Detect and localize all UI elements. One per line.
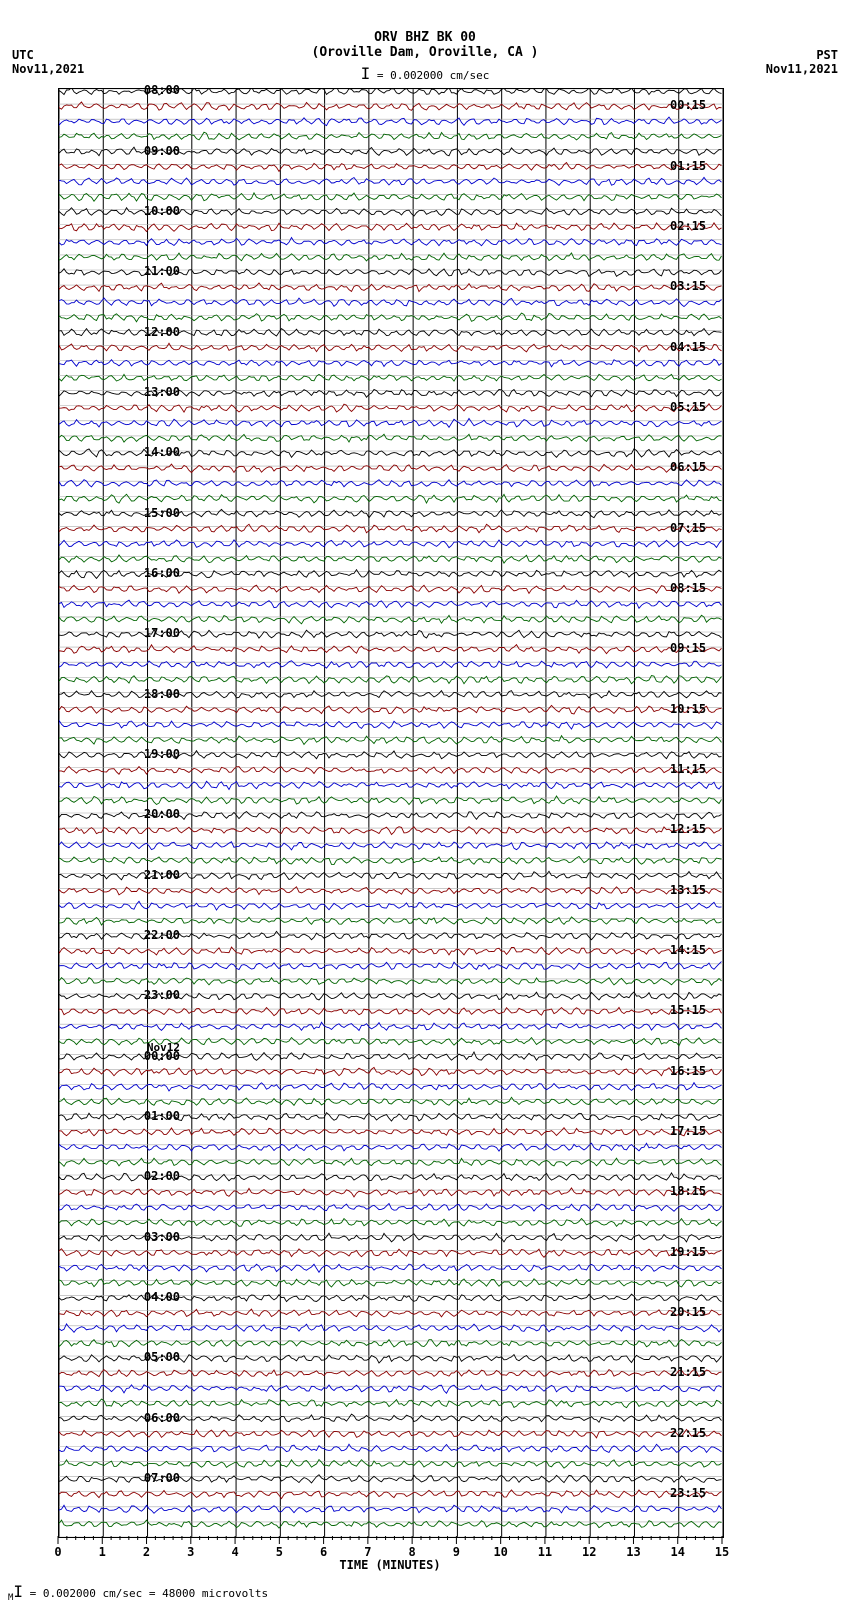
date-left-label: Nov11,2021 bbox=[12, 62, 84, 76]
pst-hour-label: 09:15 bbox=[670, 641, 730, 655]
utc-hour-label: 09:00 bbox=[120, 144, 180, 158]
utc-hour-label: 20:00 bbox=[120, 807, 180, 821]
footer-symbol: I bbox=[13, 1582, 23, 1601]
pst-hour-label: 01:15 bbox=[670, 159, 730, 173]
pst-hour-label: 12:15 bbox=[670, 822, 730, 836]
pst-hour-label: 15:15 bbox=[670, 1003, 730, 1017]
svg-text:10: 10 bbox=[493, 1545, 507, 1559]
utc-hour-label: 19:00 bbox=[120, 747, 180, 761]
utc-hour-label: 01:00 bbox=[120, 1109, 180, 1123]
utc-hour-label: 05:00 bbox=[120, 1350, 180, 1364]
pst-hour-label: 23:15 bbox=[670, 1486, 730, 1500]
utc-hour-label: 14:00 bbox=[120, 445, 180, 459]
svg-text:9: 9 bbox=[453, 1545, 460, 1559]
utc-hour-label: 08:00 bbox=[120, 83, 180, 97]
svg-text:12: 12 bbox=[582, 1545, 596, 1559]
pst-hour-label: 21:15 bbox=[670, 1365, 730, 1379]
utc-hour-label: 10:00 bbox=[120, 204, 180, 218]
utc-hour-label: 13:00 bbox=[120, 385, 180, 399]
utc-hour-label: 16:00 bbox=[120, 566, 180, 580]
station-title: ORV BHZ BK 00 bbox=[0, 0, 850, 45]
utc-hour-label: 17:00 bbox=[120, 626, 180, 640]
svg-text:1: 1 bbox=[99, 1545, 106, 1559]
utc-hour-label: 23:00 bbox=[120, 988, 180, 1002]
svg-text:11: 11 bbox=[538, 1545, 552, 1559]
svg-text:13: 13 bbox=[626, 1545, 640, 1559]
svg-text:5: 5 bbox=[276, 1545, 283, 1559]
svg-text:0: 0 bbox=[54, 1545, 61, 1559]
pst-hour-label: 05:15 bbox=[670, 400, 730, 414]
pst-hour-label: 11:15 bbox=[670, 762, 730, 776]
utc-hour-label: 06:00 bbox=[120, 1411, 180, 1425]
tz-right-label: PST bbox=[816, 48, 838, 62]
svg-text:8: 8 bbox=[409, 1545, 416, 1559]
utc-hour-label: 22:00 bbox=[120, 928, 180, 942]
utc-hour-label: 07:00 bbox=[120, 1471, 180, 1485]
utc-hour-label: 11:00 bbox=[120, 264, 180, 278]
svg-text:15: 15 bbox=[715, 1545, 729, 1559]
utc-hour-label: 15:00 bbox=[120, 506, 180, 520]
footer-scale: MI = 0.002000 cm/sec = 48000 microvolts bbox=[8, 1582, 268, 1603]
svg-text:14: 14 bbox=[671, 1545, 685, 1559]
pst-hour-label: 03:15 bbox=[670, 279, 730, 293]
utc-hour-label: 04:00 bbox=[120, 1290, 180, 1304]
seismogram-container: ORV BHZ BK 00 (Oroville Dam, Oroville, C… bbox=[0, 0, 850, 1613]
station-subtitle: (Oroville Dam, Oroville, CA ) bbox=[0, 45, 850, 60]
utc-hour-label: 12:00 bbox=[120, 325, 180, 339]
pst-hour-label: 22:15 bbox=[670, 1426, 730, 1440]
utc-hour-label: 21:00 bbox=[120, 868, 180, 882]
pst-hour-label: 20:15 bbox=[670, 1305, 730, 1319]
pst-hour-label: 13:15 bbox=[670, 883, 730, 897]
scale-text: = 0.002000 cm/sec bbox=[370, 69, 489, 82]
pst-hour-label: 08:15 bbox=[670, 581, 730, 595]
svg-text:7: 7 bbox=[364, 1545, 371, 1559]
pst-hour-label: 06:15 bbox=[670, 460, 730, 474]
nov12-label: Nov12 bbox=[120, 1041, 180, 1054]
date-right-label: Nov11,2021 bbox=[766, 62, 838, 76]
svg-text:4: 4 bbox=[231, 1545, 238, 1559]
pst-hour-label: 10:15 bbox=[670, 702, 730, 716]
footer-text: = 0.002000 cm/sec = 48000 microvolts bbox=[23, 1587, 268, 1600]
pst-hour-label: 16:15 bbox=[670, 1064, 730, 1078]
pst-hour-label: 14:15 bbox=[670, 943, 730, 957]
utc-hour-label: 02:00 bbox=[120, 1169, 180, 1183]
svg-text:6: 6 bbox=[320, 1545, 327, 1559]
pst-hour-label: 19:15 bbox=[670, 1245, 730, 1259]
pst-hour-label: 07:15 bbox=[670, 521, 730, 535]
x-axis-label: TIME (MINUTES) bbox=[58, 1558, 722, 1572]
svg-text:3: 3 bbox=[187, 1545, 194, 1559]
svg-text:2: 2 bbox=[143, 1545, 150, 1559]
pst-hour-label: 18:15 bbox=[670, 1184, 730, 1198]
scale-symbol: I bbox=[361, 64, 371, 83]
utc-hour-label: 18:00 bbox=[120, 687, 180, 701]
tz-left-label: UTC bbox=[12, 48, 34, 62]
utc-hour-label: 03:00 bbox=[120, 1230, 180, 1244]
pst-hour-label: 00:15 bbox=[670, 98, 730, 112]
pst-hour-label: 02:15 bbox=[670, 219, 730, 233]
pst-hour-label: 04:15 bbox=[670, 340, 730, 354]
pst-hour-label: 17:15 bbox=[670, 1124, 730, 1138]
scale-indicator-top: I = 0.002000 cm/sec bbox=[0, 64, 850, 83]
